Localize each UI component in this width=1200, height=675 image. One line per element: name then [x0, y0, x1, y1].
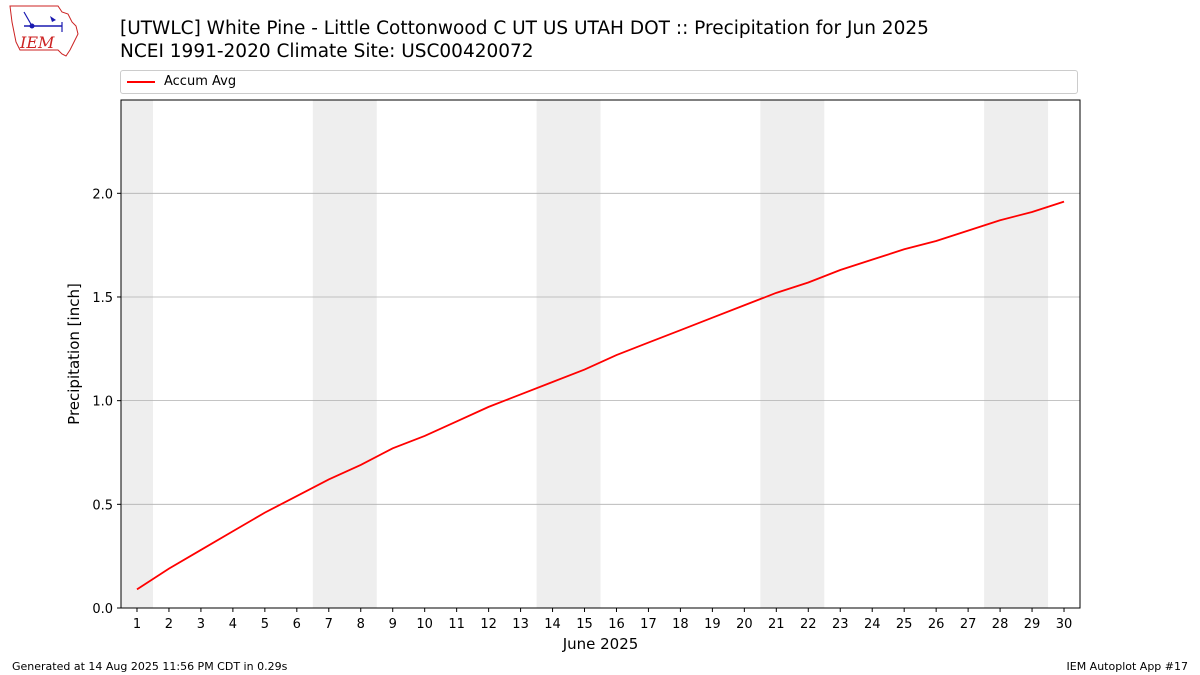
chart-title-line1: [UTWLC] White Pine - Little Cottonwood C…: [120, 18, 929, 39]
x-tick-label: 16: [608, 617, 625, 632]
x-tick-label: 17: [640, 617, 657, 632]
x-tick-label: 27: [960, 617, 977, 632]
y-axis-label: Precipitation [inch]: [65, 283, 83, 425]
x-tick-label: 10: [416, 617, 433, 632]
x-tick-label: 18: [672, 617, 689, 632]
x-tick-label: 11: [448, 617, 465, 632]
y-tick-label: 1.5: [92, 291, 113, 306]
x-tick-label: 12: [480, 617, 497, 632]
x-tick-label: 6: [293, 617, 301, 632]
x-tick-label: 13: [512, 617, 529, 632]
x-tick-label: 4: [229, 617, 237, 632]
weekend-band: [760, 100, 825, 608]
x-tick-label: 25: [896, 617, 913, 632]
x-tick-label: 22: [800, 617, 817, 632]
x-tick-label: 5: [261, 617, 269, 632]
x-tick-label: 8: [357, 617, 365, 632]
y-tick-label: 0.5: [92, 498, 113, 513]
x-tick-label: 26: [928, 617, 945, 632]
legend-label-accum-avg: Accum Avg: [164, 74, 237, 89]
iem-logo-text: IEM: [19, 33, 55, 52]
x-tick-label: 14: [544, 617, 561, 632]
x-tick-label: 30: [1056, 617, 1073, 632]
x-tick-label: 15: [576, 617, 593, 632]
x-tick-label: 28: [992, 617, 1009, 632]
footer-generated: Generated at 14 Aug 2025 11:56 PM CDT in…: [12, 660, 288, 673]
x-tick-label: 9: [389, 617, 397, 632]
y-tick-label: 1.0: [92, 395, 113, 410]
x-tick-label: 29: [1024, 617, 1041, 632]
iem-logo-icon: IEM: [9, 5, 79, 57]
x-tick-label: 1: [133, 617, 141, 632]
weekend-band: [536, 100, 601, 608]
x-axis-label: June 2025: [562, 635, 639, 653]
y-tick-label: 0.0: [92, 602, 113, 617]
chart-title: [UTWLC] White Pine - Little Cottonwood C…: [120, 17, 929, 63]
x-tick-label: 21: [768, 617, 785, 632]
chart-legend: Accum Avg: [120, 70, 1078, 94]
x-tick-label: 24: [864, 617, 881, 632]
y-tick-label: 2.0: [92, 187, 113, 202]
x-tick-label: 7: [325, 617, 333, 632]
weekend-band: [984, 100, 1049, 608]
weekend-band: [121, 100, 153, 608]
plot-frame: [120, 99, 1081, 609]
series-line-accum-avg: [136, 200, 1065, 591]
x-tick-label: 20: [736, 617, 753, 632]
x-tick-label: 19: [704, 617, 721, 632]
x-tick-label: 3: [197, 617, 205, 632]
chart-title-line2: NCEI 1991-2020 Climate Site: USC00420072: [120, 41, 534, 62]
x-tick-label: 2: [165, 617, 173, 632]
x-tick-label: 23: [832, 617, 849, 632]
footer-app: IEM Autoplot App #17: [1066, 660, 1189, 673]
weekend-band: [312, 100, 377, 608]
legend-swatch-accum-avg: [127, 81, 155, 83]
